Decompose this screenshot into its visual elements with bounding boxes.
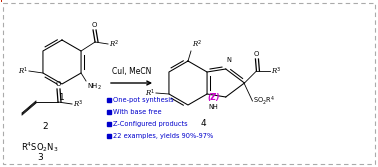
Text: R$^4$SO$_2$N$_3$: R$^4$SO$_2$N$_3$: [21, 140, 59, 154]
Text: R$^3$: R$^3$: [271, 65, 282, 77]
Text: 3: 3: [37, 153, 43, 162]
Text: CuI, MeCN: CuI, MeCN: [112, 67, 151, 76]
Text: O: O: [254, 51, 259, 57]
Text: 22 examples, yields 90%-97%: 22 examples, yields 90%-97%: [113, 133, 213, 139]
Text: SO$_2$R$^4$: SO$_2$R$^4$: [254, 95, 276, 107]
Text: O: O: [55, 81, 61, 87]
Text: R$^2$: R$^2$: [192, 39, 202, 50]
Text: R$^2$: R$^2$: [109, 38, 119, 50]
Text: (Z): (Z): [207, 93, 220, 102]
Text: One-pot synthesis: One-pot synthesis: [113, 97, 174, 103]
Text: R$^3$: R$^3$: [73, 98, 83, 110]
Text: With base free: With base free: [113, 109, 162, 115]
Text: 4: 4: [200, 119, 206, 128]
Text: 1: 1: [59, 93, 65, 102]
Text: 2: 2: [42, 122, 48, 131]
Text: R$^1$: R$^1$: [18, 65, 28, 77]
Text: NH$_2$: NH$_2$: [87, 82, 102, 92]
Text: R$^1$: R$^1$: [145, 87, 155, 99]
Text: Z-Configured products: Z-Configured products: [113, 121, 187, 127]
Text: O: O: [91, 22, 97, 28]
Text: N: N: [227, 57, 232, 63]
Text: NH: NH: [209, 104, 218, 110]
